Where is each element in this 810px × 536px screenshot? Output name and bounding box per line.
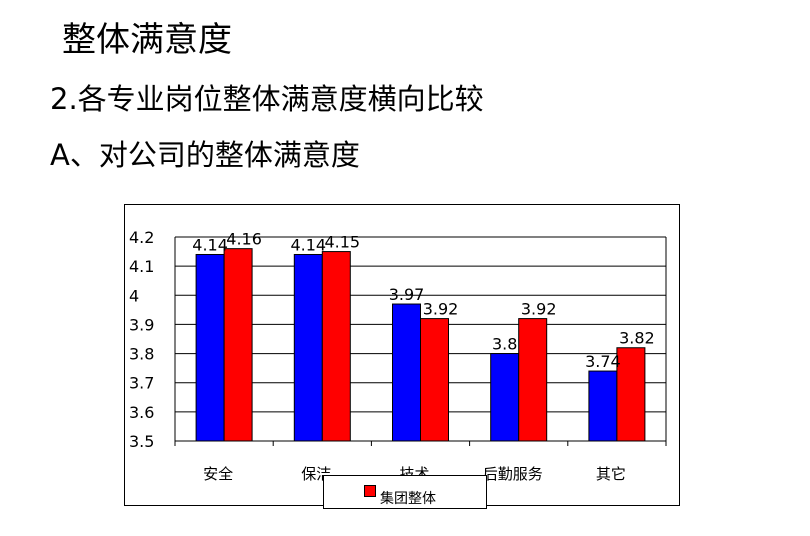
chart-frame: 3.5 3.6 3.7 3.8 3.9 4 4.1 4.2 4.14 4.16 安全 4.14 4.15… — [124, 204, 680, 509]
data-label-red: 4.16 — [226, 230, 262, 249]
data-label-blue: 4.14 — [290, 235, 326, 254]
bar-red — [223, 248, 253, 442]
legend-label-group-overall: 集团整体 — [380, 491, 436, 507]
bar-red — [616, 347, 646, 442]
y-tick-label: 3.7 — [129, 374, 154, 393]
data-label-red: 3.92 — [521, 300, 557, 319]
slide-subtitle: 2.各专业岗位整体满意度横向比较 — [50, 82, 484, 116]
bar-blue — [490, 353, 520, 442]
data-label-blue: 3.8 — [492, 335, 517, 354]
bar-red — [321, 251, 351, 442]
y-tick-label: 4.1 — [129, 257, 154, 276]
section-heading: A、对公司的整体满意度 — [50, 138, 360, 172]
data-label-red: 4.15 — [324, 233, 360, 252]
bar-chart: 3.53.63.73.83.944.14.2 4.144.16安全4.144.15… — [129, 228, 667, 483]
x-category-label: 后勤服务 — [483, 465, 543, 483]
y-tick-label: 3.8 — [129, 345, 154, 364]
data-label-blue: 3.97 — [389, 285, 425, 304]
bar-red — [420, 318, 449, 442]
slide-title: 整体满意度 — [62, 20, 232, 60]
x-category-label: 其它 — [596, 465, 626, 483]
bar-blue — [588, 370, 618, 442]
legend-swatch-red — [364, 485, 376, 497]
y-tick-label: 4.2 — [129, 228, 154, 247]
y-tick-label: 3.5 — [129, 432, 154, 451]
y-tick-label: 3.6 — [129, 403, 154, 422]
data-label-red: 3.92 — [423, 300, 459, 319]
chart-legend: 集团整体 — [323, 475, 487, 509]
bar-blue — [293, 253, 323, 442]
data-label-red: 3.82 — [619, 329, 655, 348]
data-label-blue: 3.74 — [585, 352, 621, 371]
y-tick-label: 4 — [129, 286, 139, 305]
y-tick-label: 3.9 — [129, 315, 154, 334]
bar-red — [518, 318, 548, 442]
bar-blue — [392, 303, 421, 442]
data-label-blue: 4.14 — [192, 235, 228, 254]
bar-blue — [195, 253, 225, 442]
x-category-label: 安全 — [203, 465, 233, 483]
